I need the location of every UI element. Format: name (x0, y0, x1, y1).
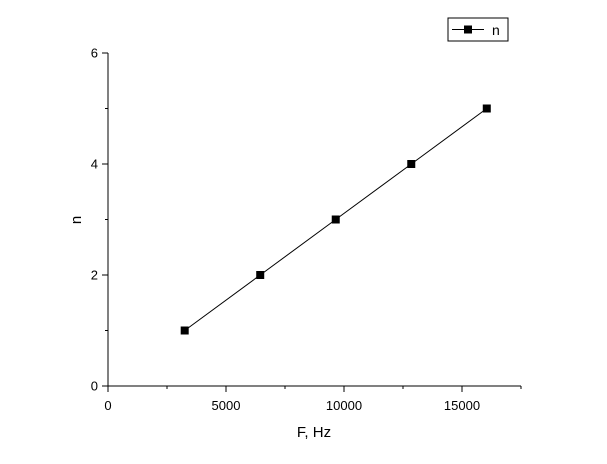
x-tick-label: 15000 (444, 398, 480, 413)
plot-area (180, 104, 491, 335)
y-tick-label: 4 (91, 157, 98, 172)
data-point (331, 215, 340, 224)
x-axis-title: F, Hz (297, 424, 331, 441)
data-point (256, 271, 265, 279)
x-tick-label: 0 (104, 398, 111, 413)
legend: n (447, 17, 509, 42)
y-axis-title: n (68, 216, 85, 224)
y-tick-label: 6 (91, 46, 98, 61)
legend-label: n (492, 22, 500, 38)
data-point (407, 160, 416, 168)
x-axis-ticks: 0 5000 10000 15000 (104, 386, 522, 413)
y-axis-ticks: 0 2 4 6 (91, 46, 108, 394)
x-tick-label: 5000 (212, 398, 241, 413)
y-tick-label: 0 (91, 379, 98, 394)
legend-marker (464, 25, 472, 34)
axes (107, 53, 521, 387)
x-tick-label: 10000 (326, 398, 362, 413)
data-point (180, 326, 189, 335)
data-point (482, 104, 491, 113)
y-tick-label: 2 (91, 268, 98, 283)
